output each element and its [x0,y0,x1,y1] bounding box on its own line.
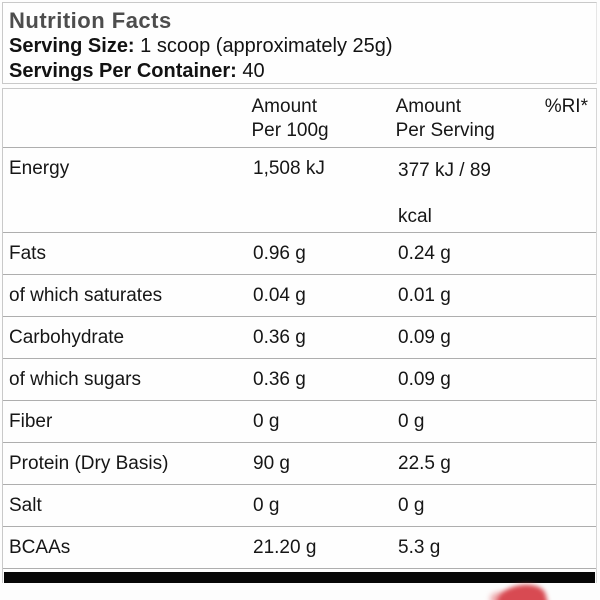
nutrient-label: of which saturates [9,285,163,306]
nutrient-label: BCAAs [9,537,71,558]
amount-per-100g: 90 g [253,453,290,474]
nutrient-row-energy: Energy 1,508 kJ 377 kJ / 89 kcal [3,148,596,233]
amount-per-100g: 0.04 g [253,285,306,306]
nutrient-row-sugars: of which sugars 0.36 g 0.09 g [3,359,596,401]
servings-per-container-line: Servings Per Container: 40 [9,59,596,84]
nutrient-row-saturates: of which saturates 0.04 g 0.01 g [3,275,596,317]
amount-per-serving: 0 g [398,495,425,516]
column-header-ri: %RI* [544,96,588,117]
nutrition-table: Amount Per 100g Amount Per Serving %RI* … [2,88,597,583]
amount-per-100g: 0.96 g [253,243,306,264]
nutrient-row-protein: Protein (Dry Basis) 90 g 22.5 g [3,443,596,485]
ri-value [548,275,596,316]
ri-value [548,317,596,358]
label-bottom-bar [4,572,595,583]
amount-per-serving: 5.3 g [398,537,441,558]
nutrient-label: Energy [9,158,70,179]
nutrient-label: Fats [9,243,46,264]
nutrient-label: Salt [9,495,42,516]
nutrient-row-salt: Salt 0 g 0 g [3,485,596,527]
serving-size-line: Serving Size: 1 scoop (approximately 25g… [9,34,596,59]
nutrient-row-carbohydrate: Carbohydrate 0.36 g 0.09 g [3,317,596,359]
label-header: Nutrition Facts Serving Size: 1 scoop (a… [2,2,597,84]
amount-per-100g: 0.36 g [253,327,306,348]
amount-per-serving: 0.01 g [398,285,451,306]
servings-per-container-value: 40 [242,60,265,82]
amount-per-serving: 0.09 g [398,369,451,390]
serving-size-label: Serving Size: [9,35,135,57]
nutrient-row-fiber: Fiber 0 g 0 g [3,401,596,443]
amount-per-serving: 377 kJ / 89 kcal [398,160,491,227]
ri-value [548,527,596,568]
amount-per-serving: 0 g [398,411,425,432]
nutrient-label: Protein (Dry Basis) [9,453,169,474]
column-header-row: Amount Per 100g Amount Per Serving %RI* [3,89,596,148]
amount-per-100g: 1,508 kJ [253,158,325,179]
ri-value [548,443,596,484]
amount-per-serving: 22.5 g [398,453,451,474]
serving-size-value: 1 scoop (approximately 25g) [140,35,393,57]
servings-per-container-label: Servings Per Container: [9,60,237,82]
ri-value [548,233,596,274]
amount-per-100g: 0 g [253,495,280,516]
ri-value [548,359,596,400]
amount-per-serving: 0.09 g [398,327,451,348]
column-header-per-serving: Amount Per Serving [395,96,495,141]
amount-per-100g: 0 g [253,411,280,432]
nutrient-label: of which sugars [9,369,142,390]
amount-per-100g: 0.36 g [253,369,306,390]
column-header-per-100g: Amount Per 100g [251,96,329,141]
nutrient-label: Fiber [9,411,53,432]
nutrient-row-fats: Fats 0.96 g 0.24 g [3,233,596,275]
page-title: Nutrition Facts [9,8,172,33]
ri-value [520,148,596,232]
amount-per-100g: 21.20 g [253,537,317,558]
ri-value [548,485,596,526]
column-header-blank [3,89,252,147]
ri-value [548,401,596,442]
amount-per-serving: 0.24 g [398,243,451,264]
nutrient-label: Carbohydrate [9,327,125,348]
nutrient-row-bcaas: BCAAs 21.20 g 5.3 g [3,527,596,569]
